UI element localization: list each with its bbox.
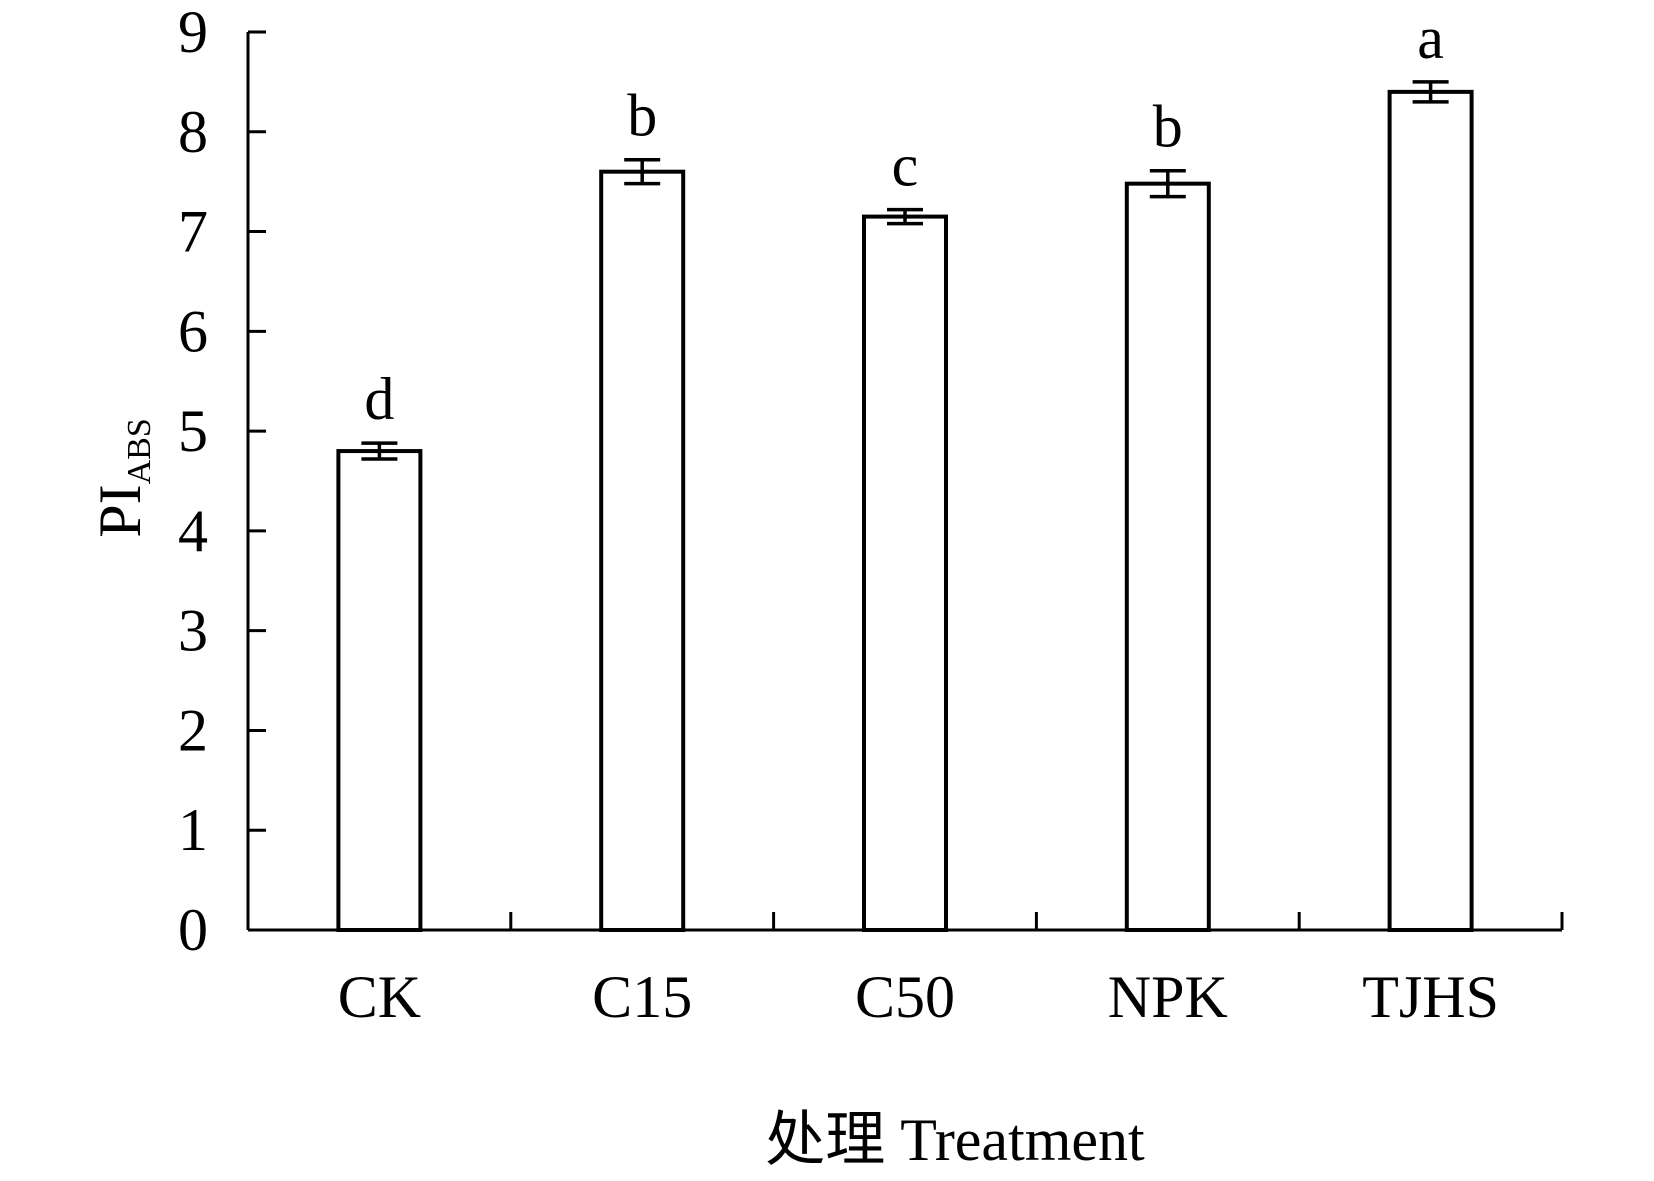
axes xyxy=(246,30,1564,932)
y-tick-label: 1 xyxy=(178,797,208,863)
bars xyxy=(336,89,1474,933)
tick-labels: 0 1 2 3 4 5 6 7 8 9 CK C15 C50 NPK TJHS xyxy=(178,0,1499,1030)
significance-label-c50: c xyxy=(892,133,919,199)
error-bars xyxy=(361,80,1449,461)
significance-label-ck: d xyxy=(364,366,394,432)
x-axis-title: 处理 Treatment xyxy=(765,1107,1145,1173)
y-tick-label: 6 xyxy=(178,298,208,364)
bar-c15 xyxy=(599,169,686,932)
bar-npk xyxy=(1124,181,1211,932)
significance-label-npk: b xyxy=(1153,94,1183,160)
significance-label-tjhs: a xyxy=(1417,5,1444,71)
y-axis-title-main: PI xyxy=(87,484,153,537)
x-tick-label-c50: C50 xyxy=(855,964,955,1030)
x-tick-label-ck: CK xyxy=(338,964,421,1030)
y-tick-label: 2 xyxy=(178,697,208,763)
significance-labels: d b c b a xyxy=(364,5,1444,432)
bar-ck xyxy=(336,449,423,932)
error-bar-tjhs xyxy=(1412,80,1449,104)
error-bar-ck xyxy=(361,441,398,461)
x-tick-label-c15: C15 xyxy=(592,964,692,1030)
x-tick-label-npk: NPK xyxy=(1108,964,1228,1030)
significance-label-c15: b xyxy=(627,83,657,149)
y-tick-label: 3 xyxy=(178,598,208,664)
y-axis-title-sub: ABS xyxy=(121,418,158,484)
y-axis-title: PIABS xyxy=(87,418,158,538)
y-tick-label: 8 xyxy=(178,99,208,165)
error-bar-npk xyxy=(1149,168,1186,199)
x-tick-label-tjhs: TJHS xyxy=(1362,964,1499,1030)
y-tick-label: 0 xyxy=(178,897,208,963)
y-tick-label: 9 xyxy=(178,0,208,65)
y-tick-label: 5 xyxy=(178,398,208,464)
y-tick-label: 7 xyxy=(178,199,208,265)
y-tick-label: 4 xyxy=(178,498,208,564)
error-bar-c15 xyxy=(624,157,661,186)
bar-tjhs xyxy=(1387,89,1474,933)
bar-c50 xyxy=(862,214,948,933)
error-bar-c50 xyxy=(887,207,923,226)
